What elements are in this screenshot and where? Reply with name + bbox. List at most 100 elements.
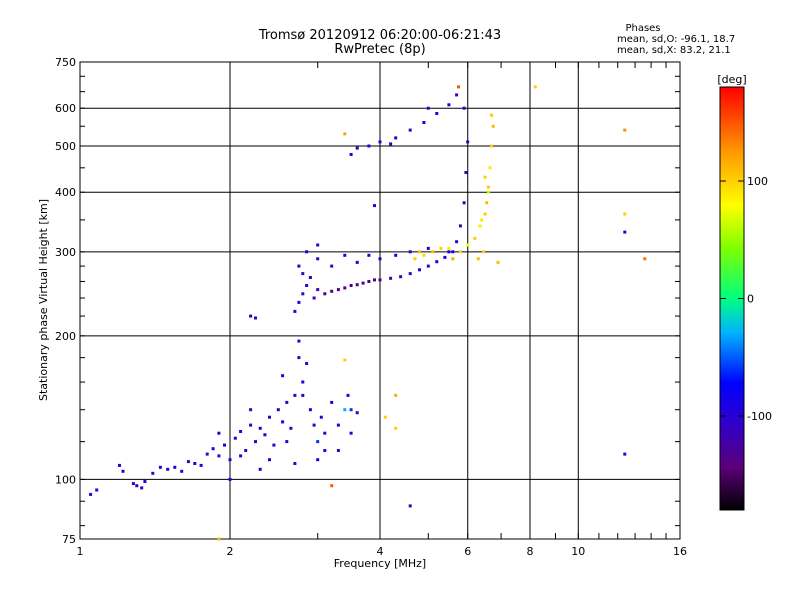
stats-line-o: mean, sd,O: -96.1, 18.7 bbox=[617, 34, 735, 45]
y-tick-label: 75 bbox=[62, 533, 76, 546]
stats-line-x: mean, sd,X: 83.2, 21.1 bbox=[617, 45, 731, 56]
x-tick-label: 10 bbox=[571, 545, 585, 558]
data-point bbox=[285, 400, 289, 404]
data-point bbox=[343, 408, 347, 412]
stats-heading: Phases bbox=[625, 23, 660, 34]
data-point bbox=[490, 113, 494, 117]
data-point bbox=[389, 142, 393, 146]
y-tick-label: 750 bbox=[55, 56, 76, 69]
data-point bbox=[466, 243, 470, 247]
data-point bbox=[623, 212, 627, 216]
data-point bbox=[268, 415, 271, 419]
data-points bbox=[89, 85, 647, 541]
data-point bbox=[458, 250, 462, 254]
data-point bbox=[258, 426, 262, 430]
data-point bbox=[443, 255, 447, 259]
data-point bbox=[378, 257, 382, 261]
data-point bbox=[297, 356, 301, 360]
data-point bbox=[367, 280, 371, 283]
data-point bbox=[486, 185, 490, 189]
data-point bbox=[254, 440, 257, 444]
data-point bbox=[466, 140, 470, 144]
data-point bbox=[249, 314, 253, 318]
chart-title: Tromsø 20120912 06:20:00-06:21:43 bbox=[258, 28, 501, 43]
data-point bbox=[217, 431, 221, 435]
chart-subtitle: RwPretec (8p) bbox=[334, 42, 425, 57]
data-point bbox=[281, 374, 285, 378]
data-point bbox=[223, 443, 226, 447]
x-tick-label: 8 bbox=[527, 545, 534, 558]
data-point bbox=[316, 458, 320, 462]
data-point bbox=[297, 300, 301, 304]
y-tick-label: 100 bbox=[55, 473, 76, 486]
data-point bbox=[481, 250, 485, 254]
data-point bbox=[435, 112, 439, 115]
y-tick-label: 400 bbox=[55, 186, 76, 199]
data-point bbox=[623, 128, 627, 132]
data-point bbox=[483, 212, 487, 216]
data-point bbox=[623, 452, 627, 456]
data-point bbox=[316, 257, 320, 261]
data-point bbox=[301, 272, 305, 276]
data-point bbox=[143, 480, 147, 483]
data-point bbox=[422, 121, 426, 124]
y-tick-label: 300 bbox=[55, 246, 76, 259]
data-point bbox=[643, 257, 647, 261]
data-point bbox=[258, 467, 262, 471]
data-point bbox=[289, 426, 293, 430]
data-point bbox=[383, 415, 387, 419]
data-point bbox=[173, 465, 177, 469]
data-point bbox=[297, 339, 301, 343]
data-point bbox=[491, 124, 495, 128]
data-point bbox=[496, 260, 500, 264]
data-point bbox=[480, 218, 484, 222]
data-point bbox=[458, 224, 462, 228]
data-point bbox=[355, 283, 359, 287]
grid-lines bbox=[80, 62, 680, 539]
data-point bbox=[228, 458, 232, 462]
data-point bbox=[355, 146, 359, 150]
data-point bbox=[166, 467, 170, 471]
data-point bbox=[488, 166, 492, 170]
data-point bbox=[293, 393, 297, 397]
data-point bbox=[276, 408, 280, 412]
x-axis-label: Frequency [MHz] bbox=[334, 557, 426, 570]
data-point bbox=[249, 423, 253, 427]
data-point bbox=[239, 430, 243, 433]
data-point bbox=[305, 250, 309, 254]
data-point bbox=[451, 250, 455, 254]
data-point bbox=[285, 440, 289, 444]
data-point bbox=[151, 471, 155, 475]
data-point bbox=[464, 171, 468, 174]
data-point bbox=[447, 246, 451, 250]
data-point bbox=[394, 253, 398, 257]
data-point bbox=[205, 452, 209, 456]
data-point bbox=[217, 454, 221, 458]
data-point bbox=[272, 443, 276, 447]
data-point bbox=[355, 411, 359, 415]
colorbar-tick-label: 100 bbox=[747, 175, 768, 188]
data-point bbox=[158, 465, 162, 469]
data-point bbox=[330, 264, 334, 268]
data-point bbox=[263, 433, 267, 437]
data-point bbox=[233, 436, 237, 440]
data-point bbox=[455, 93, 459, 97]
data-point bbox=[439, 246, 443, 250]
data-point bbox=[408, 272, 412, 276]
data-point bbox=[349, 284, 353, 287]
data-point bbox=[394, 426, 398, 430]
data-point bbox=[349, 431, 353, 435]
data-point bbox=[330, 484, 334, 488]
data-point bbox=[355, 260, 359, 264]
data-point bbox=[316, 243, 320, 247]
y-tick-label: 500 bbox=[55, 140, 76, 153]
data-point bbox=[301, 393, 305, 397]
data-point bbox=[121, 469, 125, 473]
data-point bbox=[301, 380, 305, 384]
data-point bbox=[349, 153, 353, 156]
data-point bbox=[413, 257, 417, 261]
data-point bbox=[305, 284, 309, 287]
x-axis: 1 2 4 6 8 10 16 bbox=[77, 62, 687, 558]
data-point bbox=[95, 488, 99, 492]
data-point bbox=[316, 440, 320, 444]
